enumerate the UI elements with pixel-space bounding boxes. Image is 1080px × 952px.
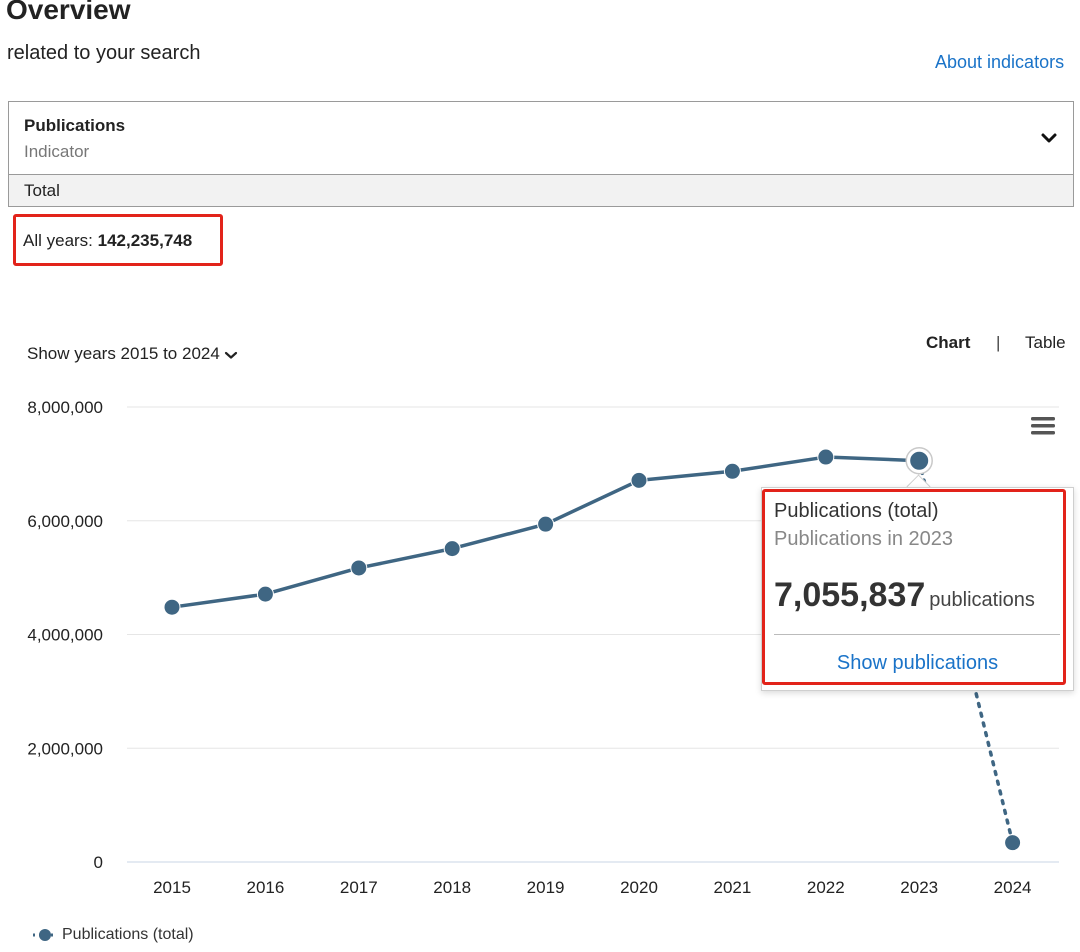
data-point-2017 — [350, 559, 368, 577]
data-point-2022 — [817, 448, 835, 466]
years-range-selector[interactable]: Show years 2015 to 2024 — [27, 344, 238, 364]
tooltip-unit: publications — [929, 589, 1035, 611]
x-tick-label: 2021 — [713, 878, 751, 897]
legend-label: Publications (total) — [62, 926, 194, 943]
chevron-down-icon — [224, 351, 237, 359]
data-point-2021 — [723, 462, 741, 480]
tooltip-series-name: Publications (total) — [774, 500, 939, 522]
indicator-name: Publications — [24, 116, 126, 135]
view-separator: | — [996, 333, 1001, 352]
data-point-2016 — [256, 585, 274, 603]
y-tick-label: 4,000,000 — [27, 626, 103, 645]
y-tick-label: 2,000,000 — [27, 739, 103, 758]
y-tick-labels: 0 2,000,000 4,000,000 6,000,000 8,000,000 — [27, 398, 103, 872]
legend-marker-icon — [33, 928, 57, 941]
x-tick-label: 2020 — [620, 878, 658, 897]
view-chart-toggle[interactable]: Chart — [926, 333, 971, 352]
data-point-2020 — [630, 471, 648, 489]
x-tick-label: 2023 — [900, 878, 938, 897]
tooltip-year: Publications in 2023 — [774, 528, 954, 550]
x-tick-label: 2015 — [153, 878, 191, 897]
chart-tooltip: Publications (total) Publications in 202… — [761, 487, 1074, 691]
indicator-caption: Indicator — [24, 142, 90, 161]
all-years-text: All years: 142,235,748 — [23, 231, 192, 251]
x-tick-labels: 2015 2016 2017 2018 2019 2020 2021 2022 2023 2024 — [153, 878, 1031, 897]
x-tick-label: 2016 — [246, 878, 284, 897]
chevron-down-icon[interactable] — [1039, 128, 1059, 148]
all-years-value: 142,235,748 — [97, 231, 193, 250]
x-tick-label: 2024 — [994, 878, 1032, 897]
tooltip-divider — [774, 634, 1060, 635]
data-point-2015 — [163, 598, 181, 616]
x-tick-label: 2018 — [433, 878, 471, 897]
view-table-toggle[interactable]: Table — [1025, 333, 1066, 352]
data-point-2018 — [443, 540, 461, 558]
about-indicators-link[interactable]: About indicators — [935, 52, 1065, 72]
x-tick-label: 2017 — [340, 878, 378, 897]
data-point-2024 — [1004, 834, 1022, 852]
legend-item-publications[interactable]: Publications (total) — [32, 926, 194, 944]
tooltip-body: Publications (total) Publications in 202… — [762, 488, 1073, 690]
y-tick-label: 8,000,000 — [27, 398, 103, 417]
years-range-label: Show years 2015 to 2024 — [27, 344, 220, 363]
y-tick-label: 0 — [94, 853, 103, 872]
page-title: Overview — [6, 0, 131, 25]
chart-menu-icon[interactable] — [1031, 417, 1055, 435]
x-tick-label: 2022 — [807, 878, 845, 897]
page-subtitle: related to your search — [7, 42, 201, 64]
tooltip-value: 7,055,837 publications — [774, 576, 1035, 615]
x-tick-label: 2019 — [527, 878, 565, 897]
y-tick-label: 6,000,000 — [27, 512, 103, 531]
aggregation-label: Total — [24, 181, 60, 200]
all-years-summary: All years: 142,235,748 — [13, 214, 223, 266]
data-point-2019 — [537, 515, 555, 533]
data-point-2023 — [909, 450, 930, 471]
indicator-selector[interactable]: Publications Indicator Total — [8, 101, 1074, 207]
aggregation-row[interactable]: Total — [9, 174, 1073, 206]
show-publications-link[interactable]: Show publications — [836, 652, 999, 674]
all-years-label: All years: — [23, 231, 98, 250]
series-points — [163, 446, 1022, 852]
tooltip-value-number: 7,055,837 — [774, 576, 926, 614]
